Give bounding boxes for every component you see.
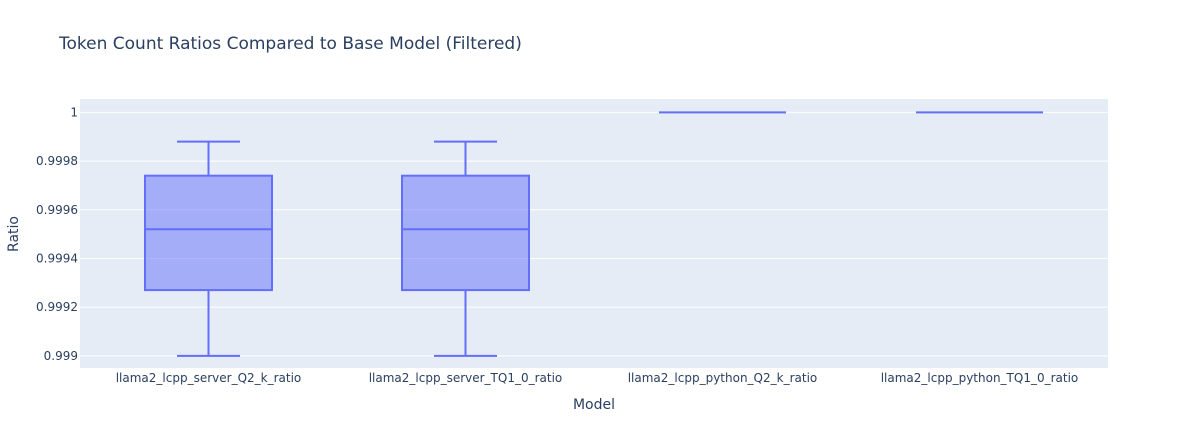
chart-title: Token Count Ratios Compared to Base Mode…	[58, 34, 522, 54]
x-tick-label: llama2_lcpp_python_TQ1_0_ratio	[881, 371, 1079, 385]
y-tick-label: 0.9994	[36, 251, 78, 265]
x-tick-label: llama2_lcpp_server_TQ1_0_ratio	[369, 371, 563, 385]
y-tick-label: 1	[70, 105, 78, 119]
y-tick-label: 0.999	[44, 349, 78, 363]
y-tick-label: 0.9996	[36, 203, 78, 217]
x-axis-title: Model	[573, 397, 615, 413]
y-tick-label: 0.9998	[36, 154, 78, 168]
x-axis-ticks: llama2_lcpp_server_Q2_k_ratio llama2_lcpp…	[116, 371, 1079, 385]
boxes-layer	[144, 111, 1043, 357]
x-tick-label: llama2_lcpp_python_Q2_k_ratio	[628, 371, 818, 385]
iqr-box	[401, 174, 530, 292]
iqr-box	[144, 174, 273, 292]
box-llama2_lcpp_server_Q2_k_ratio	[144, 140, 273, 357]
x-tick-label: llama2_lcpp_server_Q2_k_ratio	[116, 371, 302, 385]
box-llama2_lcpp_server_TQ1_0_ratio	[401, 140, 530, 357]
y-tick-label: 0.9992	[36, 300, 78, 314]
y-axis-ticks: 0.999 0.9992 0.9994 0.9996 0.9998 1	[36, 105, 78, 362]
y-axis-title: Ratio	[6, 216, 22, 252]
